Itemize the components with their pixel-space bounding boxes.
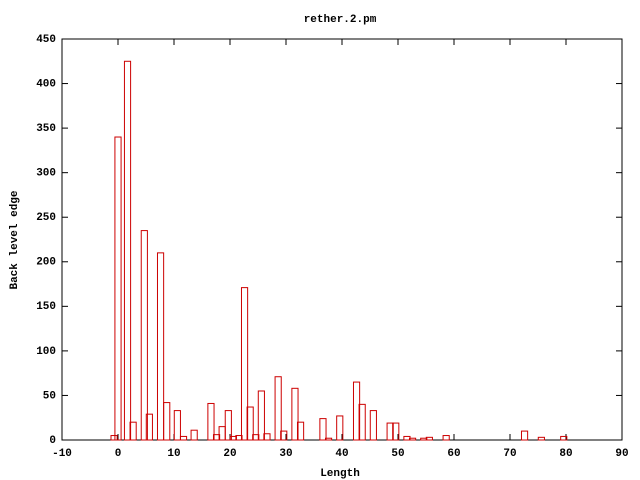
bar [408,437,417,441]
y-tick-label: 150 [36,301,56,313]
x-tick-label: 70 [503,448,516,460]
bar [110,435,118,441]
bar [274,376,282,441]
bar [179,435,188,441]
x-tick-label: 90 [615,448,628,460]
bar [280,430,288,441]
y-axis-label: Back level edge [9,190,21,289]
y-tick-label: 250 [36,212,56,224]
bar [420,437,428,441]
y-tick-label: 100 [36,346,56,358]
bar [240,287,249,441]
y-tick-label: 400 [36,78,56,90]
bar [129,421,137,441]
bar [336,415,344,441]
y-tick-label: 0 [49,435,56,447]
x-tick-label: -10 [52,448,72,460]
x-tick-label: 10 [167,448,180,460]
bar [296,421,305,441]
bar [352,381,361,441]
x-tick-label: 0 [115,448,122,460]
x-tick-label: 30 [279,448,292,460]
bar [537,436,545,441]
bar [324,437,333,441]
y-tick-label: 50 [43,390,56,402]
y-tick-label: 350 [36,123,56,135]
bar [358,403,366,441]
bar [319,418,327,441]
y-tick-label: 450 [36,34,56,46]
bar [156,252,165,441]
bar [173,410,181,441]
bar [392,422,400,441]
bar [207,402,215,441]
bar [291,387,299,441]
x-tick-label: 60 [447,448,460,460]
bar [369,410,377,441]
bar [163,402,171,441]
y-tick-label: 200 [36,257,56,269]
bar [114,136,122,441]
bar [520,430,529,441]
bar [224,410,232,441]
bar [140,230,148,441]
bar [235,435,243,441]
bar [252,434,260,441]
y-tick-label: 300 [36,168,56,180]
bar [145,413,153,441]
bar [263,433,271,441]
x-axis-label: Length [320,468,360,480]
x-tick-label: 50 [391,448,404,460]
bar [386,422,394,441]
bar [246,406,254,441]
x-tick-label: 20 [223,448,236,460]
x-tick-label: 40 [335,448,348,460]
bar [425,436,433,441]
bar [123,60,132,441]
bar [560,435,568,441]
bar [190,429,198,441]
x-tick-label: 80 [559,448,572,460]
bar [212,434,221,441]
bar [229,435,237,441]
chart-title: rether.2.pm [304,14,377,26]
bar [257,390,265,441]
bar [442,435,450,441]
